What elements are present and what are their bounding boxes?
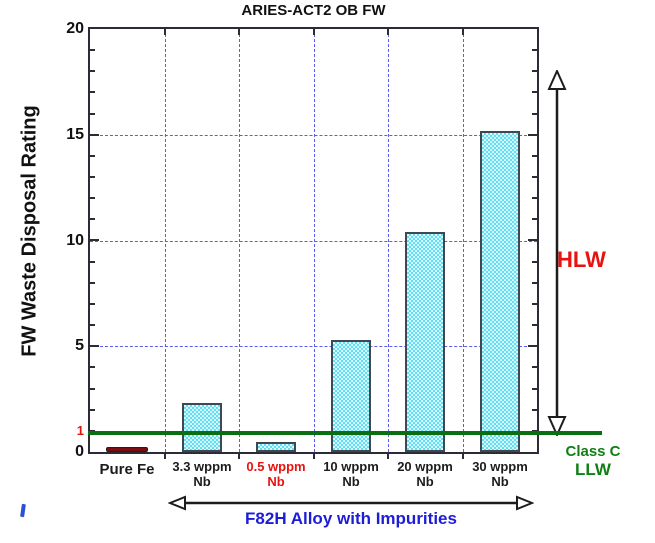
y-tick-right-12 — [532, 197, 537, 199]
x-tick-label-10-wppm-nb: 10 wppm Nb — [314, 459, 388, 489]
y-tick-left-18 — [90, 70, 95, 72]
x-tick-bottom-2 — [238, 452, 240, 459]
x-tick-label-0.5-wppm-nb: 0.5 wppm Nb — [239, 459, 313, 489]
y-tick-label-15: 15 — [66, 125, 84, 143]
class-c-label: Class C — [565, 443, 621, 460]
v-gridline-2 — [239, 29, 240, 452]
x-tick-label-line2: Nb — [267, 474, 285, 489]
y-tick-right-17 — [532, 91, 537, 93]
bar-30-wppm-nb — [480, 131, 520, 452]
x-tick-label-30-wppm-nb: 30 wppm Nb — [463, 459, 537, 489]
x-tick-label-layer: Pure Fe 3.3 wppm Nb 0.5 wppm Nb 10 wppm Nb 20 w… — [90, 459, 537, 493]
y-tick-left-7 — [90, 303, 95, 305]
y-tick-right-16 — [532, 113, 537, 115]
impurities-range-arrow — [168, 495, 534, 511]
y-tick-right-8 — [532, 282, 537, 284]
y-tick-right-19 — [532, 49, 537, 51]
y-tick-left-14 — [90, 155, 95, 157]
impurities-arrow-head-right — [516, 495, 534, 511]
alloy-group-label: F82H Alloy with Impurities — [245, 509, 457, 528]
y-tick-right-3 — [532, 388, 537, 390]
y-tick-left-16 — [90, 113, 95, 115]
y-tick-left-12 — [90, 197, 95, 199]
hlw-range-arrow — [547, 70, 567, 436]
x-tick-label-3.3-wppm-nb: 3.3 wppm Nb — [165, 459, 239, 489]
y-tick-label-5: 5 — [75, 337, 84, 355]
x-tick-label-line1: 0.5 wppm — [246, 459, 306, 474]
x-tick-top-1 — [163, 29, 166, 35]
bar-pure-fe — [106, 447, 148, 452]
y-tick-right-11 — [532, 218, 537, 220]
x-tick-top-3 — [312, 29, 315, 35]
llw-label: LLW — [575, 460, 611, 479]
y-tick-left-15 — [90, 134, 99, 136]
x-tick-top-5 — [461, 29, 464, 35]
x-tick-label-line1: 20 wppm — [397, 459, 453, 474]
y-tick-left-6 — [90, 324, 95, 326]
class-c-limit-line — [88, 431, 602, 435]
y-tick-label-0: 0 — [75, 443, 84, 460]
x-tick-label-line1: Pure Fe — [99, 461, 155, 478]
x-tick-label-line2: Nb — [193, 474, 211, 489]
x-tick-label-pure-fe: Pure Fe — [90, 459, 164, 478]
y-tick-right-5 — [528, 345, 537, 347]
y-tick-right-2 — [532, 409, 537, 411]
x-tick-top-4 — [387, 29, 389, 35]
y-tick-left-17 — [90, 91, 95, 93]
y-tick-label-one: 1 — [76, 423, 84, 438]
y-axis-title: FW Waste Disposal Rating — [18, 105, 41, 357]
impurities-arrow-head-left — [168, 495, 186, 511]
v-gridline-1 — [164, 29, 166, 452]
y-tick-left-5 — [90, 345, 99, 347]
x-tick-label-line2: Nb — [342, 474, 360, 489]
x-tick-top-2 — [238, 29, 240, 35]
y-tick-right-10 — [528, 239, 537, 241]
hlw-arrow-head-down — [547, 416, 567, 436]
x-tick-label-line1: 30 wppm — [472, 459, 528, 474]
y-tick-left-9 — [90, 261, 95, 263]
y-tick-left-4 — [90, 366, 95, 368]
y-tick-right-15 — [528, 134, 537, 136]
x-tick-label-line2: Nb — [416, 474, 434, 489]
y-tick-right-4 — [532, 366, 537, 368]
hlw-arrow-head-up — [547, 70, 567, 90]
y-tick-label-20: 20 — [66, 20, 84, 37]
y-tick-right-18 — [532, 70, 537, 72]
y-tick-left-19 — [90, 49, 95, 51]
x-tick-label-20-wppm-nb: 20 wppm Nb — [388, 459, 462, 489]
x-tick-label-line2: Nb — [491, 474, 509, 489]
y-tick-right-13 — [532, 176, 537, 178]
y-tick-left-8 — [90, 282, 95, 284]
y-tick-right-14 — [532, 155, 537, 157]
bar-0.5-wppm-nb — [256, 442, 296, 452]
y-tick-left-3 — [90, 388, 95, 390]
y-tick-right-7 — [532, 303, 537, 305]
v-gridline-5 — [462, 29, 464, 452]
x-tick-bottom-5 — [461, 452, 464, 459]
v-gridline-3 — [313, 29, 315, 452]
bar-10-wppm-nb — [331, 340, 371, 452]
y-tick-left-13 — [90, 176, 95, 178]
x-tick-label-line1: 3.3 wppm — [172, 459, 232, 474]
plot-area — [88, 27, 539, 459]
y-tick-left-2 — [90, 409, 95, 411]
x-tick-label-line1: 10 wppm — [323, 459, 379, 474]
x-tick-bottom-4 — [387, 452, 389, 459]
v-gridline-4 — [388, 29, 389, 452]
hlw-label: HLW — [557, 247, 606, 272]
stray-blue-mark — [20, 503, 26, 518]
y-tick-left-11 — [90, 218, 95, 220]
chart-title: ARIES-ACT2 OB FW — [241, 2, 386, 19]
bar-20-wppm-nb — [405, 232, 445, 452]
x-tick-bottom-3 — [312, 452, 315, 459]
y-tick-right-6 — [532, 324, 537, 326]
y-tick-left-10 — [90, 239, 99, 241]
y-tick-label-10: 10 — [66, 231, 84, 249]
bar-3.3-wppm-nb — [182, 403, 222, 452]
y-tick-right-9 — [532, 261, 537, 263]
x-tick-bottom-1 — [163, 452, 166, 459]
